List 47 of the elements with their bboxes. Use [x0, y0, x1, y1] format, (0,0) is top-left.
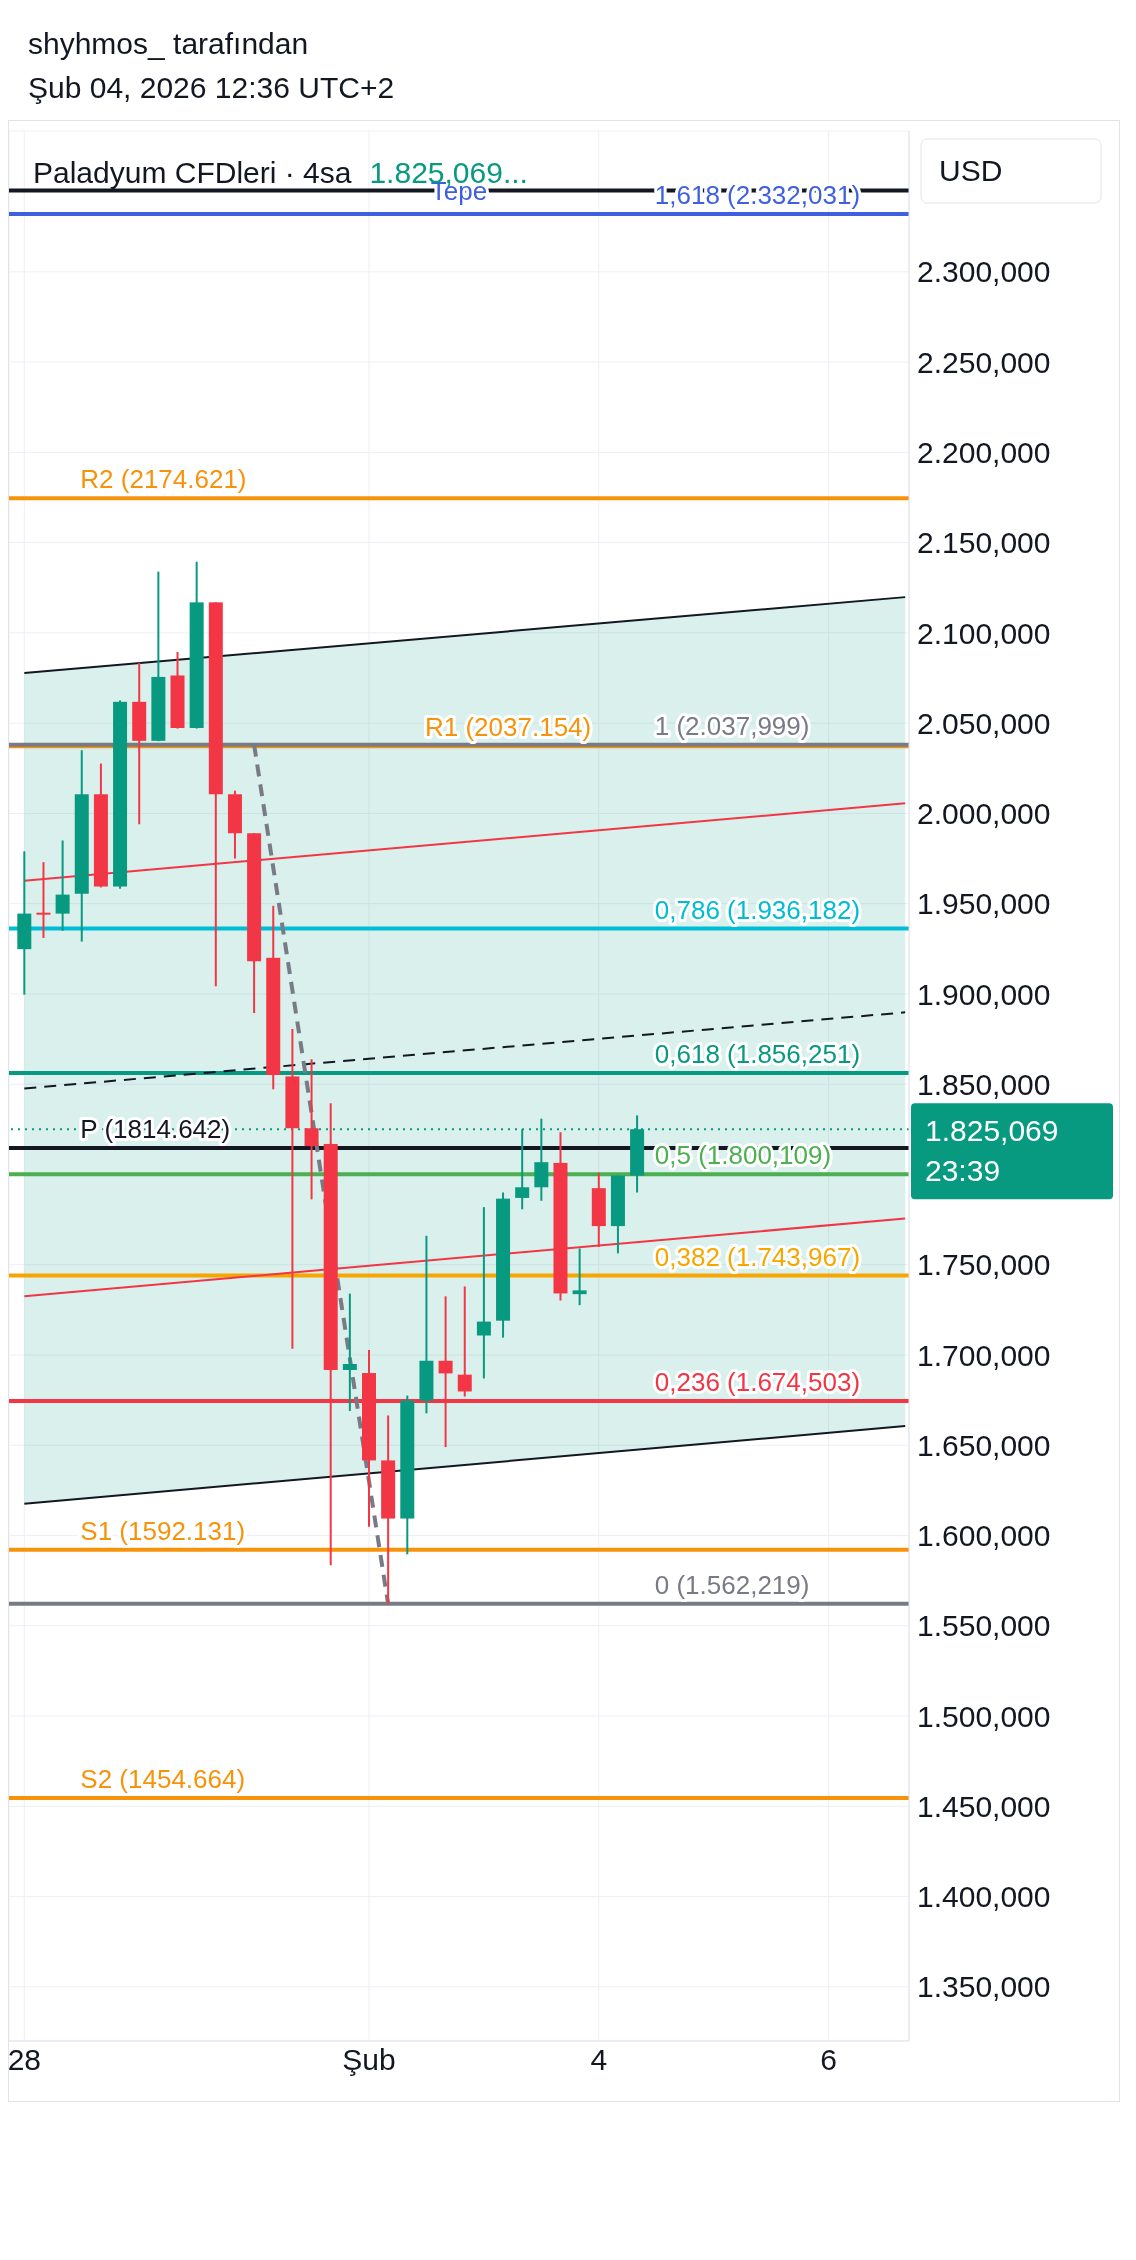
y-tick-label: 2.050,000 [917, 706, 1051, 740]
x-tick-label: 28 [7, 2043, 42, 2077]
annotation: 1 (2.037,999) [654, 710, 810, 741]
y-tick-label: 1.450,000 [917, 1789, 1051, 1823]
y-tick-label: 1.650,000 [917, 1428, 1051, 1462]
text: 23:39 [925, 1154, 1001, 1188]
annotation: S2 (1454.664) [80, 1763, 246, 1794]
y-tick-label: 2.250,000 [917, 345, 1051, 379]
y-tick-label: 1.850,000 [917, 1067, 1051, 1101]
y-tick-label: 1.500,000 [917, 1699, 1051, 1733]
annotation: 0,382 (1.743,967) [654, 1241, 861, 1272]
y-tick-label: 1.550,000 [917, 1609, 1051, 1643]
candlestick [457, 1285, 472, 1398]
candlestick [476, 1206, 491, 1380]
y-tick-label: 1.400,000 [917, 1880, 1051, 1914]
y-tick-label: 1.900,000 [917, 977, 1051, 1011]
y-tick-label: 2.150,000 [917, 526, 1051, 560]
annotation: 0,786 (1.936,182) [654, 894, 861, 925]
annotation: R2 (2174.621) [80, 464, 247, 495]
annotation: 0,5 (1.800,109) [654, 1140, 832, 1171]
annotation: 0,236 (1.674,503) [654, 1367, 861, 1398]
y-tick-label: 1.350,000 [917, 1970, 1051, 2004]
y-axis-title: USD [939, 154, 1003, 187]
x-tick-label: Şub [342, 2043, 396, 2077]
y-tick-label: 1.750,000 [917, 1248, 1051, 1282]
annotation: R1 (2037.154) [425, 712, 592, 743]
candlestick [342, 1292, 357, 1412]
text: shyhmos_ tarafından [28, 26, 310, 62]
annotation: S1 (1592.131) [80, 1515, 246, 1546]
x-tick-label: 6 [820, 2043, 837, 2077]
y-tick-label: 1.700,000 [917, 1338, 1051, 1372]
x-tick-label: 4 [590, 2043, 608, 2077]
annotation: P (1814.642) [80, 1114, 231, 1145]
ref-line-label: 1.825,069 [925, 1114, 1059, 1148]
annotation: 0 (1.562,219) [654, 1569, 810, 1600]
text: Şub 04, 2026 12:36 UTC+2 [28, 70, 396, 106]
y-tick-label: 2.200,000 [917, 435, 1051, 469]
candlestick [572, 1247, 587, 1307]
y-tick-label: 2.000,000 [917, 797, 1051, 831]
candlestick [55, 839, 70, 932]
annotation: 0,618 (1.856,251) [654, 1038, 861, 1069]
y-tick-label: 1.950,000 [917, 887, 1051, 921]
y-tick-label: 1.600,000 [917, 1519, 1051, 1553]
candlestick [304, 1058, 319, 1201]
y-tick-label: 2.100,000 [917, 616, 1051, 650]
y-tick-label: 2.300,000 [917, 255, 1051, 289]
text: Paladyum CFDleri · 4sa [33, 156, 352, 189]
